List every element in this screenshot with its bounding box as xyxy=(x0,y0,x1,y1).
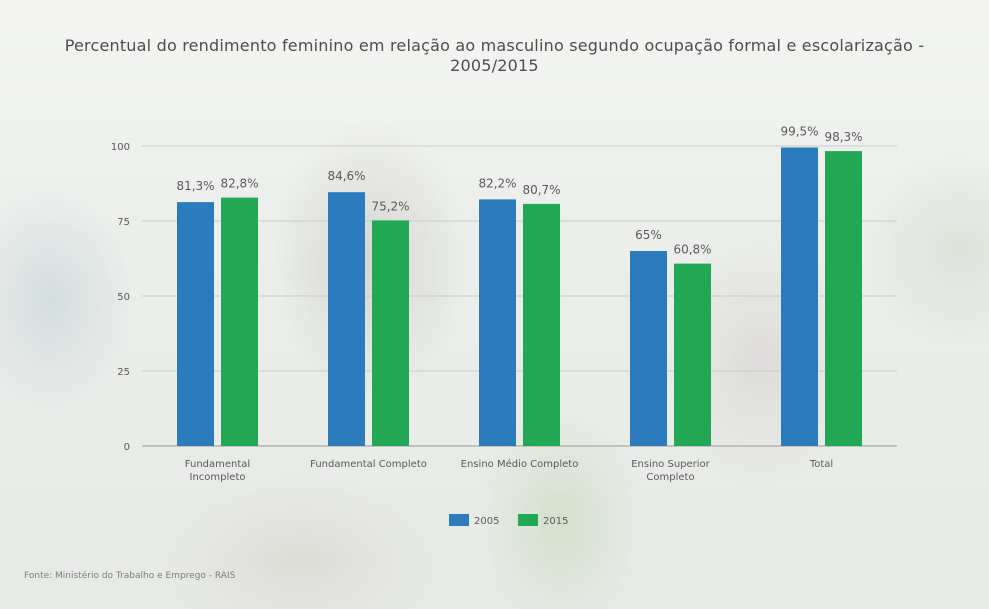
category-label: Total xyxy=(809,459,833,470)
source-note: Fonte: Ministério do Trabalho e Emprego … xyxy=(24,571,236,581)
category-label: Ensino Superior xyxy=(631,459,710,470)
data-label: 82,2% xyxy=(478,176,516,190)
legend-swatch xyxy=(518,514,538,526)
data-label: 75,2% xyxy=(371,199,409,213)
data-label: 80,7% xyxy=(522,183,560,197)
category-label: Ensino Médio Completo xyxy=(461,458,579,470)
category-label: Fundamental xyxy=(185,459,250,470)
bar xyxy=(630,251,667,446)
data-label: 99,5% xyxy=(780,125,818,139)
bar xyxy=(372,220,409,446)
data-label: 84,6% xyxy=(327,169,365,183)
chart-title: Percentual do rendimento feminino em rel… xyxy=(64,36,925,75)
legend-label: 2015 xyxy=(543,516,568,527)
data-label: 60,8% xyxy=(673,243,711,257)
category-label: Fundamental Completo xyxy=(310,459,427,470)
bar xyxy=(523,203,560,446)
data-label: 81,3% xyxy=(176,179,214,193)
y-tick-label: 0 xyxy=(124,442,130,453)
bar xyxy=(674,263,711,446)
y-tick-label: 25 xyxy=(117,367,130,378)
y-tick-label: 50 xyxy=(117,292,130,303)
bar xyxy=(221,197,258,446)
bar xyxy=(177,202,214,446)
legend-swatch xyxy=(449,514,469,526)
bar xyxy=(825,151,862,446)
y-tick-label: 100 xyxy=(111,142,130,153)
bar xyxy=(328,192,365,446)
category-label: Incompleto xyxy=(190,472,246,483)
data-label: 98,3% xyxy=(824,130,862,144)
data-label: 65% xyxy=(635,228,662,242)
category-label: Completo xyxy=(646,472,694,483)
y-tick-label: 75 xyxy=(117,217,130,228)
bar xyxy=(781,147,818,446)
bar xyxy=(479,199,516,446)
legend-label: 2005 xyxy=(474,516,499,527)
data-label: 82,8% xyxy=(220,177,258,191)
